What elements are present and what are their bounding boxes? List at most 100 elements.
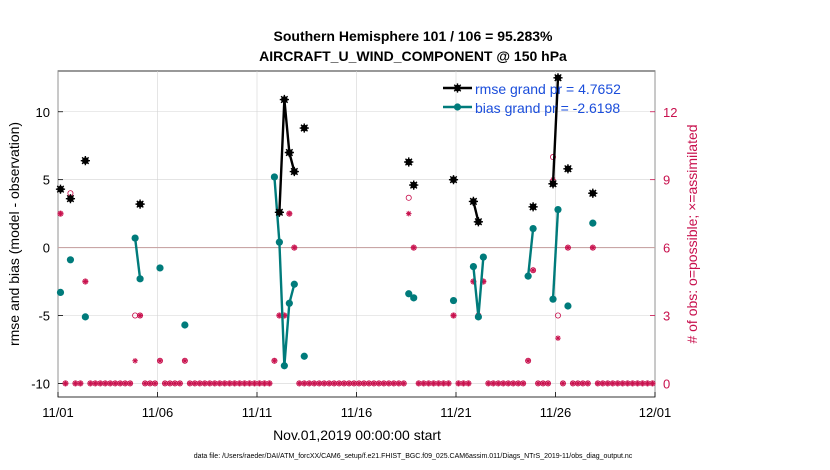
obs-assimilated-zero-marker (366, 380, 372, 387)
rmse-point-star (468, 196, 479, 206)
y-axis-label: rmse and bias (model - observation) (6, 122, 22, 346)
y2-tick-label: 6 (663, 241, 670, 256)
obs-assimilated-zero-marker (256, 380, 263, 387)
obs-assimilated-marker (590, 244, 596, 251)
bias-point (300, 352, 308, 360)
obs-assimilated-zero-marker (570, 380, 576, 387)
obs-assimilated-zero-marker (400, 380, 407, 387)
rmse-series-line (472, 201, 480, 223)
obs-assimilated-zero-marker (177, 380, 183, 387)
obs-assimilated-marker (470, 278, 477, 285)
obs-assimilated-zero-marker (515, 380, 521, 387)
obs-assimilated-zero-marker (326, 380, 332, 387)
plot-area: 11/01 11/06 11/11 11/16 11/21 11/26 12/01 -10 -5… (31, 70, 677, 420)
bias-point (529, 224, 537, 233)
obs-assimilated-marker (525, 357, 531, 364)
obs-assimilated-zero-marker (87, 380, 94, 387)
obs-assimilated-zero-marker (201, 380, 208, 387)
y2-tick-label: 0 (663, 376, 670, 391)
obs-assimilated-zero-marker (266, 380, 273, 387)
obs-assimilated-zero-marker (391, 380, 397, 387)
rmse-point-star (279, 94, 289, 105)
rmse-point-star (588, 188, 598, 198)
y2-tick-label: 3 (663, 309, 670, 324)
obs-assimilated-zero-marker (371, 380, 377, 387)
x-axis-label: Nov.01,2019 00:00:00 start (273, 427, 441, 443)
rmse-point-star (409, 180, 419, 190)
obs-assimilated-zero-marker (172, 380, 178, 387)
rmse-point-star (528, 202, 538, 212)
legend-rmse-point-star (452, 83, 463, 93)
obs-assimilated-zero-marker (341, 380, 347, 387)
obs-assimilated-zero-marker (231, 380, 238, 387)
bias-point (275, 238, 283, 246)
obs-assimilated-zero-marker (575, 380, 581, 387)
obs-assimilated-zero-marker (147, 380, 153, 387)
obs-assimilated-zero-marker (296, 380, 303, 387)
y-tick-label: -10 (31, 376, 50, 391)
obs-assimilated-zero-marker (580, 380, 586, 387)
obs-assimilated-zero-marker (435, 380, 442, 387)
y2-axis-label: # of obs: o=possible; ×=assimilated (684, 124, 700, 343)
bias-point (131, 234, 139, 242)
rmse-point-star (404, 157, 414, 167)
obs-assimilated-zero-marker (520, 380, 526, 387)
obs-assimilated-marker (281, 312, 288, 319)
obs-assimilated-zero-marker (386, 380, 392, 387)
obs-assimilated-zero-marker (351, 380, 357, 387)
bias-point (549, 295, 557, 303)
bias-point (290, 280, 298, 288)
rmse-series-line (551, 77, 560, 184)
obs-assimilated-zero-marker (167, 380, 173, 387)
obs-assimilated-zero-marker (629, 380, 636, 387)
rmse-point-star (299, 123, 309, 133)
obs-assimilated-zero-marker (634, 380, 641, 387)
obs-assimilated-zero-marker (465, 380, 472, 387)
obs-assimilated-zero-marker (112, 380, 119, 387)
obs-assimilated-zero-marker (415, 380, 422, 387)
obs-assimilated-zero-marker (599, 380, 606, 387)
bias-point (479, 253, 487, 261)
rmse-point-star (289, 166, 299, 177)
y2-tick-label: 9 (663, 173, 670, 188)
y-tick-label: -5 (38, 309, 50, 324)
obs-assimilated-marker (132, 357, 138, 364)
rmse-point-star (80, 156, 90, 166)
obs-assimilated-zero-marker (306, 380, 313, 387)
obs-assimilated-marker (480, 278, 487, 285)
x-tick-label: 11/01 (42, 405, 74, 420)
obs-assimilated-zero-marker (241, 380, 248, 387)
bias-point (524, 272, 532, 280)
obs-assimilated-zero-marker (301, 380, 308, 387)
obs-assimilated-zero-marker (356, 380, 362, 387)
obs-assimilated-zero-marker (251, 380, 258, 387)
obs-assimilated-zero-marker (614, 380, 621, 387)
obs-assimilated-zero-marker (644, 380, 651, 387)
obs-assimilated-zero-marker (226, 380, 233, 387)
obs-assimilated-zero-marker (361, 380, 367, 387)
rmse-point-star (135, 199, 145, 209)
bias-point (474, 313, 482, 321)
obs-assimilated-zero-marker (336, 380, 342, 387)
bias-point (280, 362, 288, 370)
chart-subtitle: AIRCRAFT_U_WIND_COMPONENT @ 150 hPa (259, 48, 567, 64)
obs-assimilated-zero-marker (246, 380, 253, 387)
obs-assimilated-zero-marker (117, 380, 123, 387)
rmse-point-star (548, 179, 558, 189)
obs-assimilated-marker (157, 357, 163, 364)
obs-assimilated-zero-marker (609, 380, 616, 387)
obs-assimilated-zero-marker (430, 380, 437, 387)
y2-tick-label: 12 (663, 105, 677, 120)
obs-assimilated-zero-marker (92, 380, 99, 387)
obs-assimilated-zero-marker (321, 380, 327, 387)
obs-assimilated-marker (410, 244, 417, 251)
bias-series-line (526, 228, 535, 277)
obs-assimilated-zero-marker (236, 380, 243, 387)
bias-series-line (273, 176, 296, 366)
obs-assimilated-zero-marker (97, 380, 104, 387)
obs-possible-marker (554, 312, 561, 319)
obs-assimilated-zero-marker (395, 380, 402, 387)
rmse-point-star (65, 194, 76, 204)
bias-point (136, 275, 144, 283)
obs-assimilated-zero-marker (142, 380, 148, 387)
